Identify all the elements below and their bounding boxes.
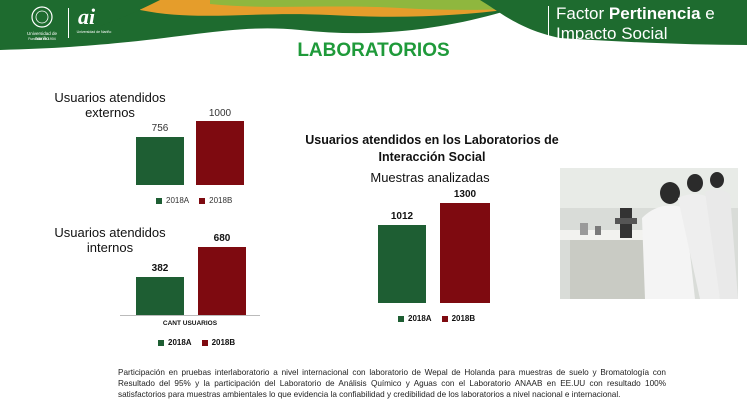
legend-swatch-2018B [199, 197, 206, 204]
legend-label-2018A: 2018A [408, 314, 432, 323]
chart-internos-bar-2018A [136, 276, 184, 315]
chart-externos-title: Usuarios atendidos externos [40, 90, 180, 120]
chart-muestras-bar-2018A [378, 225, 426, 303]
legend-item-2018A: 2018A [158, 338, 192, 347]
chart-externos-bar-2018B [196, 121, 244, 185]
laboratory-photo [560, 168, 738, 299]
factor-pertinencia: Pertinencia [608, 4, 701, 23]
page-title: LABORATORIOS [297, 40, 450, 61]
chart-internos-label-2018B: 680 [213, 233, 231, 244]
legend-label-2018B: 2018B [209, 196, 233, 205]
chart-internos-axis [120, 315, 260, 316]
legend-label-2018A: 2018A [168, 338, 192, 347]
legend-item-2018B: 2018B [441, 314, 476, 323]
header-banner [0, 0, 747, 50]
logo-divider [68, 8, 69, 38]
chart-externos-label-2018B: 1000 [208, 108, 232, 119]
chart-muestras-label-2018A: 1012 [390, 211, 414, 222]
legend-swatch-2018A [156, 197, 162, 204]
chart-internos-xlabel: CANT USUARIOS [162, 320, 218, 327]
chart-muestras-legend: 2018A 2018B [398, 314, 475, 323]
chart-internos-title-line2: internos [86, 240, 134, 255]
chart-internos-bar-2018B [198, 247, 246, 315]
chart-internos-legend: 2018A 2018B [158, 338, 235, 347]
factor-title: Factor Pertinencia e Impacto Social [556, 4, 715, 44]
ai-logo-mark: ai [78, 4, 96, 29]
legend-swatch-2018A [398, 315, 404, 322]
chart-externos-bar-2018A [136, 136, 184, 185]
legend-label-2018A: 2018A [166, 196, 190, 205]
chart-internos-title: Usuarios atendidos internos [40, 225, 180, 255]
legend-label-2018B: 2018B [451, 314, 476, 323]
crest-icon [31, 6, 53, 28]
chart-muestras-title: Muestras analizadas [370, 170, 490, 185]
chart-externos-legend: 2018A 2018B [156, 196, 232, 205]
legend-swatch-2018B [441, 315, 448, 322]
section-title-line1: Usuarios atendidos en los Laboratorios d… [305, 133, 559, 147]
legend-swatch-2018A [158, 339, 164, 346]
university-logo: Universidad de Nariño Fundada en 1904 [20, 6, 64, 46]
legend-item-2018A: 2018A [156, 196, 189, 205]
chart-externos-title-line2: externos [85, 105, 135, 120]
factor-word: Factor [556, 4, 609, 23]
section-title-line2: Interacción Social [378, 150, 486, 164]
chart-muestras-label-2018B: 1300 [453, 189, 477, 200]
section-title: Usuarios atendidos en los Laboratorios d… [300, 132, 564, 166]
legend-item-2018B: 2018B [201, 338, 236, 347]
chart-muestras-bar-2018B [440, 203, 490, 303]
chart-externos-title-line1: Usuarios atendidos [54, 90, 166, 105]
university-logo-subtext: Fundada en 1904 [28, 37, 56, 41]
factor-divider [548, 6, 549, 38]
laboratory-photo-illustration [560, 168, 738, 299]
footer-note: Participación en pruebas interlaboratori… [118, 368, 666, 399]
legend-label-2018B: 2018B [211, 338, 236, 347]
chart-internos-label-2018A: 382 [151, 263, 169, 274]
factor-line2: Impacto Social [556, 24, 668, 43]
legend-item-2018B: 2018B [199, 196, 232, 205]
factor-e: e [700, 4, 715, 23]
legend-swatch-2018B [201, 339, 208, 346]
ai-logo-subtext: Universidad de Nariño [76, 30, 112, 34]
university-logo-text: Universidad de Nariño [26, 31, 58, 41]
chart-externos-label-2018A: 756 [151, 123, 169, 134]
chart-internos-title-line1: Usuarios atendidos [54, 225, 166, 240]
legend-item-2018A: 2018A [398, 314, 432, 323]
ai-logo: ai Universidad de Nariño [74, 4, 114, 44]
